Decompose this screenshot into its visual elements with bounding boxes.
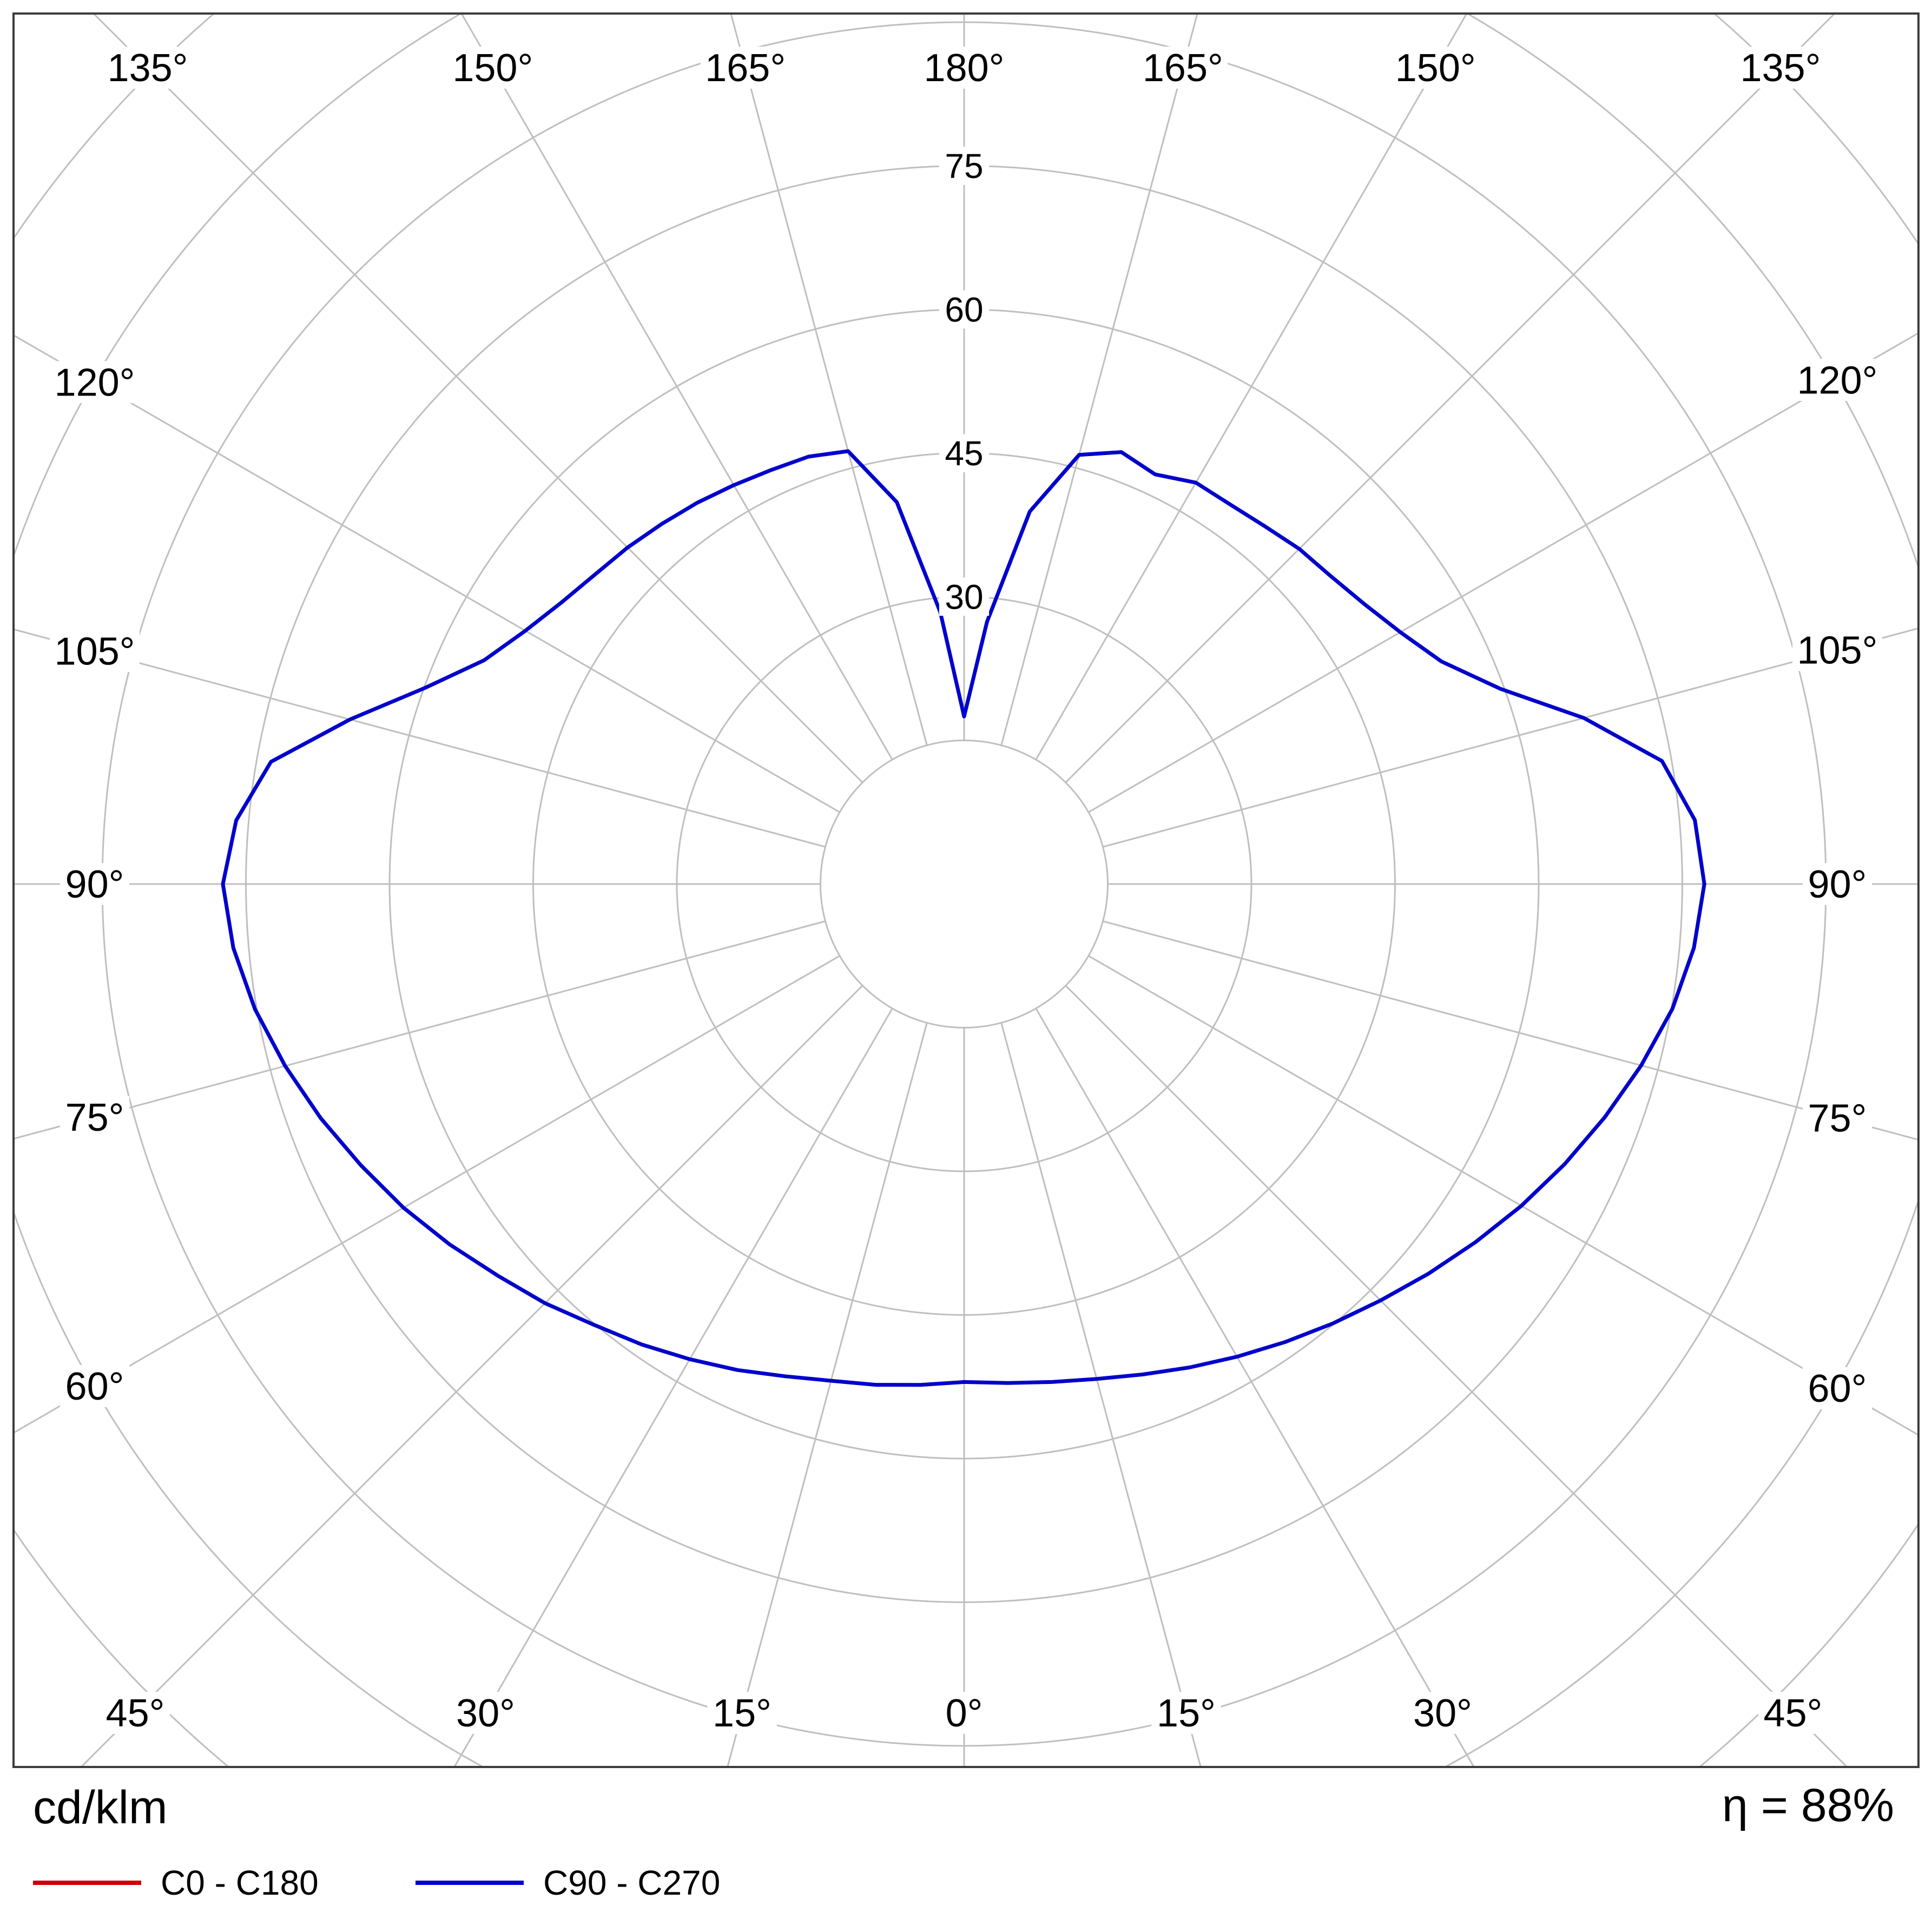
angle-label-120: 120° <box>1797 359 1878 402</box>
ring-label-75: 75 <box>945 147 983 186</box>
grid-spoke-75 <box>1103 920 1918 1141</box>
ring-label-45: 45 <box>945 434 983 473</box>
grid-spoke-105 <box>14 628 826 848</box>
legend-item-c90-c270: C90 - C270 <box>416 1860 720 1905</box>
angle-label-135: 135° <box>1740 47 1821 90</box>
grid-spoke-15 <box>727 1023 928 1767</box>
angle-label-15: 15° <box>713 1692 772 1735</box>
legend-item-c0-c180: C0 - C180 <box>33 1860 319 1905</box>
angle-label-bg <box>1408 1692 1478 1734</box>
angle-label-bg <box>1802 863 1872 905</box>
angle-label-bg <box>1151 1692 1221 1734</box>
angle-label-bg <box>939 1692 989 1734</box>
grid-spoke-120 <box>14 334 840 813</box>
grid-spoke-150 <box>1035 14 1468 760</box>
angle-label-165: 165° <box>1143 47 1223 90</box>
angle-label-60: 60° <box>65 1365 124 1408</box>
legend-swatch-red-line <box>33 1881 141 1885</box>
legend-label-c90-c270: C90 - C270 <box>543 1863 721 1902</box>
unit-label: cd/klm <box>33 1782 168 1834</box>
ring-label-bg <box>939 577 990 616</box>
plot-border <box>12 12 1920 1768</box>
grid-spoke-135 <box>92 14 863 783</box>
ring-label-30: 30 <box>945 577 983 616</box>
angle-label-45: 45° <box>1764 1692 1823 1735</box>
legend-label-c0-c180: C0 - C180 <box>161 1863 319 1902</box>
angle-label-bg <box>1792 629 1882 671</box>
angle-label-bg <box>50 630 140 672</box>
grid-spoke-105 <box>1103 627 1918 848</box>
angle-label-bg <box>1802 1367 1872 1409</box>
angle-label-105: 105° <box>1797 629 1878 672</box>
angle-label-bg <box>447 47 538 89</box>
grid-spoke-165 <box>1000 14 1198 746</box>
angle-label-15: 15° <box>1157 1692 1216 1735</box>
angle-label-bg <box>103 47 193 89</box>
efficiency-value: η = 88% <box>1722 1779 1894 1831</box>
angle-label-30: 30° <box>1413 1692 1472 1735</box>
grid-spoke-120 <box>1088 332 1918 813</box>
angle-label-bg <box>1138 47 1228 89</box>
angle-label-bg <box>60 863 130 905</box>
angle-label-0: 0° <box>946 1692 983 1735</box>
angle-label-150: 150° <box>452 47 533 90</box>
angle-label-135: 135° <box>108 47 188 90</box>
grid-spoke-60 <box>1088 955 1918 1436</box>
grid-spoke-30 <box>453 1008 893 1767</box>
angle-label-165: 165° <box>705 47 786 90</box>
angle-label-bg <box>1390 47 1481 89</box>
angle-label-180: 180° <box>924 47 1005 90</box>
angle-label-bg <box>707 1692 777 1734</box>
angle-label-90: 90° <box>1808 863 1867 906</box>
grid-spoke-135 <box>1065 14 1836 783</box>
angle-label-bg <box>50 361 140 404</box>
legend-swatch-blue-line <box>416 1881 524 1885</box>
ring-label-60: 60 <box>945 290 983 329</box>
ring-label-bg <box>939 434 990 472</box>
angle-label-30: 30° <box>456 1692 515 1735</box>
ring-label-bg <box>939 147 990 185</box>
angle-label-bg <box>919 47 1009 89</box>
angle-label-bg <box>60 1364 130 1407</box>
grid-spoke-60 <box>14 955 840 1434</box>
angle-label-bg <box>1792 359 1882 401</box>
angle-label-bg <box>1802 1097 1872 1139</box>
grid-spoke-150 <box>460 14 893 760</box>
grid-spoke-75 <box>14 920 826 1140</box>
angle-label-105: 105° <box>55 630 135 674</box>
angle-label-bg <box>1758 1692 1828 1734</box>
grid-spoke-15 <box>1000 1023 1202 1767</box>
angle-label-bg <box>700 47 790 89</box>
angle-label-bg <box>1736 47 1825 89</box>
angle-label-150: 150° <box>1395 47 1476 90</box>
angle-label-45: 45° <box>106 1692 165 1735</box>
angle-label-120: 120° <box>55 361 135 404</box>
angle-label-bg <box>451 1692 520 1734</box>
angle-label-bg <box>100 1692 170 1734</box>
angle-label-90: 90° <box>65 863 124 906</box>
grid-spoke-165 <box>730 14 928 746</box>
angle-label-75: 75° <box>1808 1097 1867 1140</box>
grid-spoke-30 <box>1035 1008 1475 1767</box>
angle-label-bg <box>60 1096 130 1138</box>
curve-c90-c270 <box>221 449 1706 1387</box>
ring-label-bg <box>939 290 990 329</box>
angle-label-60: 60° <box>1808 1367 1867 1410</box>
angle-label-75: 75° <box>65 1096 124 1139</box>
